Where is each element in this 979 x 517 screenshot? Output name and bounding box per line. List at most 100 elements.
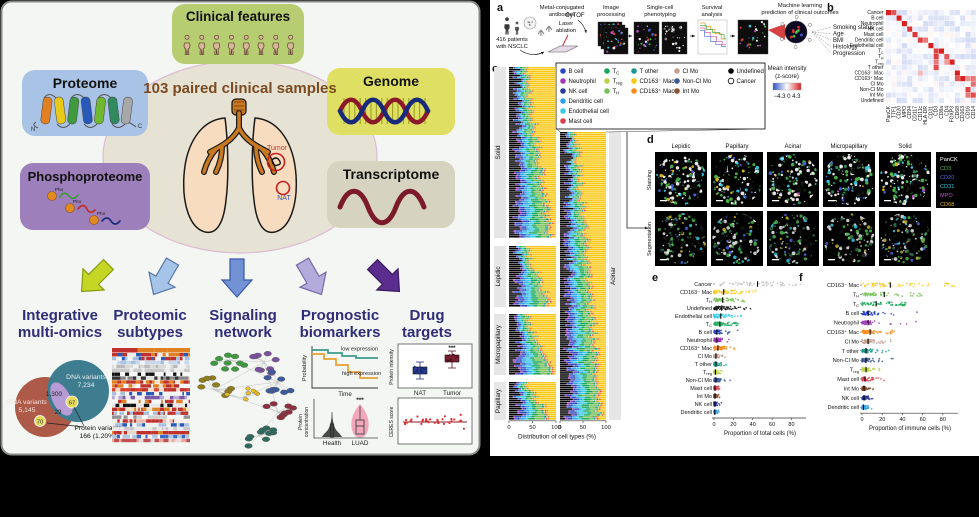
patient-icon — [198, 34, 206, 55]
pf-row-mac_pos: CD163⁺ Mac — [827, 329, 859, 336]
venn-mid-count: 1,300 — [46, 391, 63, 398]
d-marker-cd3: CD3 — [940, 166, 951, 172]
violin-ylabel-2: concentration — [304, 407, 310, 437]
laser-beam — [561, 34, 569, 48]
legend-dot-int_mo — [674, 88, 680, 94]
panel-d-imc-images: d Lepidic Papillary Acinar Micropapillary Sol… — [647, 134, 977, 266]
b-col-HLA-DR: HLA-DR — [923, 106, 929, 125]
rna-wave-icon — [337, 188, 427, 226]
graphical-abstract-figure: Clinical features Proteome N C Genome Ph… — [0, 0, 481, 456]
pe-row-noncl_mo: Non-Cl Mo — [686, 378, 712, 384]
c-axis-label: Distribution of cell types (%) — [518, 434, 596, 441]
c-axis-tick: 50 — [529, 425, 535, 431]
legend-dot-tother — [631, 68, 637, 74]
b-col-PanCK: PanCK — [886, 105, 892, 122]
protein-intensity-boxplot: Protein intensity *** NAT Tumor — [389, 343, 473, 397]
legend-label-neutrophil: Neutrophil — [569, 79, 596, 85]
panel-e-total-cells-plot: e Cancer CD163⁻ Mac TH Undefined Endothelial … — [652, 272, 806, 437]
median-tick — [867, 310, 869, 316]
pe-row-undefined: Undefined — [687, 306, 712, 312]
pf-row-int_mo: Int Mo — [844, 386, 859, 392]
venn-protein-label: Protein variants — [74, 425, 122, 432]
b-col-CD11c: CD11c — [918, 106, 924, 121]
c-axis-tick: 0 — [507, 425, 510, 431]
mean-intensity-ticks: −4.3 0 4.3 — [774, 94, 802, 100]
km-xlabel: Time — [338, 391, 352, 398]
group-label-lepidic: Lepidic — [495, 267, 502, 287]
mean-intensity-colorbar — [772, 82, 802, 91]
b-row-neutrophil: Neutrophil — [861, 21, 884, 27]
group-strip-micropapillary — [494, 314, 506, 375]
median-tick — [720, 313, 722, 319]
legend-label-cancer: Cancer — [737, 79, 756, 85]
pf-row-tc: TC — [853, 302, 859, 308]
b-row-undefined: Undefined — [861, 98, 884, 104]
patients-label-2: with NSCLC — [495, 44, 528, 50]
panel-a-label: a — [497, 2, 504, 14]
pf-row-tother: T other — [842, 349, 859, 355]
proteomic-subtypes-heatmap — [112, 348, 190, 443]
legend-dot-th — [604, 88, 610, 94]
antibody-y-icon — [537, 25, 553, 36]
legend-label-tc: TC — [613, 69, 620, 75]
legend-label-b_cell: B cell — [569, 69, 584, 75]
d-histology-acinar: Acinar — [784, 144, 801, 150]
legend-dot-tc — [604, 68, 610, 74]
legend-dot-cancer — [727, 77, 735, 85]
boxplot-ylabel: Protein intensity — [389, 349, 395, 385]
group-strip-lepidic — [494, 246, 506, 307]
d-row-staining: Staining — [647, 170, 653, 190]
b-col-CD16: CD16 — [966, 106, 972, 119]
venn-small-count: 29 — [55, 410, 62, 416]
laser-label-2: ablation — [556, 28, 576, 34]
legend-dot-treg — [604, 78, 610, 84]
b-col-CD4: CD4 — [944, 106, 950, 116]
b-row-noncl_mo: Non-Cl Mo — [860, 87, 884, 93]
median-tick — [722, 297, 724, 303]
pe-tick-40: 40 — [750, 422, 756, 428]
boxplot-cat-nat: NAT — [414, 390, 426, 397]
legend-dot-nk — [560, 88, 566, 94]
pf-row-mac_neg: CD163⁻ Mac — [827, 283, 859, 289]
median-tick — [715, 361, 717, 367]
signaling-network-graph — [197, 351, 297, 449]
median-tick — [863, 385, 865, 392]
outcome-histology: Histology — [833, 45, 858, 51]
legend-label-treg: Treg — [613, 79, 624, 85]
legend-dot-mast — [560, 118, 566, 124]
pe-row-dendritic: Dendritic cell — [681, 410, 712, 416]
km-low-label: low expression — [341, 347, 378, 353]
b-col-MPO: MPO — [902, 106, 908, 118]
legend-label-dendritic: Dendritic cell — [569, 99, 603, 105]
tumor-circle-marker — [266, 152, 286, 172]
heading-network-2: network — [214, 324, 272, 341]
group-strip-papillary — [494, 382, 506, 420]
clinical-features-box: Clinical features — [172, 4, 304, 64]
median-tick — [715, 377, 717, 383]
b-col-CD31: CD31 — [928, 106, 934, 119]
median-tick — [716, 337, 718, 343]
b-row-treg: Treg — [875, 60, 883, 66]
median-tick — [717, 345, 719, 351]
b-row-th: TH — [878, 54, 884, 60]
proteome-box: Proteome N C — [22, 70, 148, 136]
block-arrow-2 — [220, 258, 254, 298]
median-tick — [867, 338, 869, 345]
panel-d-label: d — [647, 134, 654, 146]
pe-row-th: TH — [706, 298, 712, 304]
mean-intensity-label-1: Mean intensity — [768, 66, 807, 72]
patients-icon — [504, 17, 510, 35]
segmentation-image — [767, 211, 819, 266]
antibodies-label-1: Metal-conjugated — [540, 5, 584, 11]
b-row-nk: NK cell — [868, 27, 884, 33]
zoom-beam — [768, 24, 785, 40]
median-tick — [869, 329, 871, 335]
genome-box: Genome — [327, 68, 455, 135]
patient-icon — [257, 34, 265, 55]
dna-helix-icon — [337, 97, 431, 125]
violin-cat-luad: LUAD — [352, 440, 369, 447]
pf-tick-0: 0 — [860, 417, 863, 423]
median-tick — [719, 321, 721, 327]
d-marker-panck: PanCK — [940, 157, 958, 163]
